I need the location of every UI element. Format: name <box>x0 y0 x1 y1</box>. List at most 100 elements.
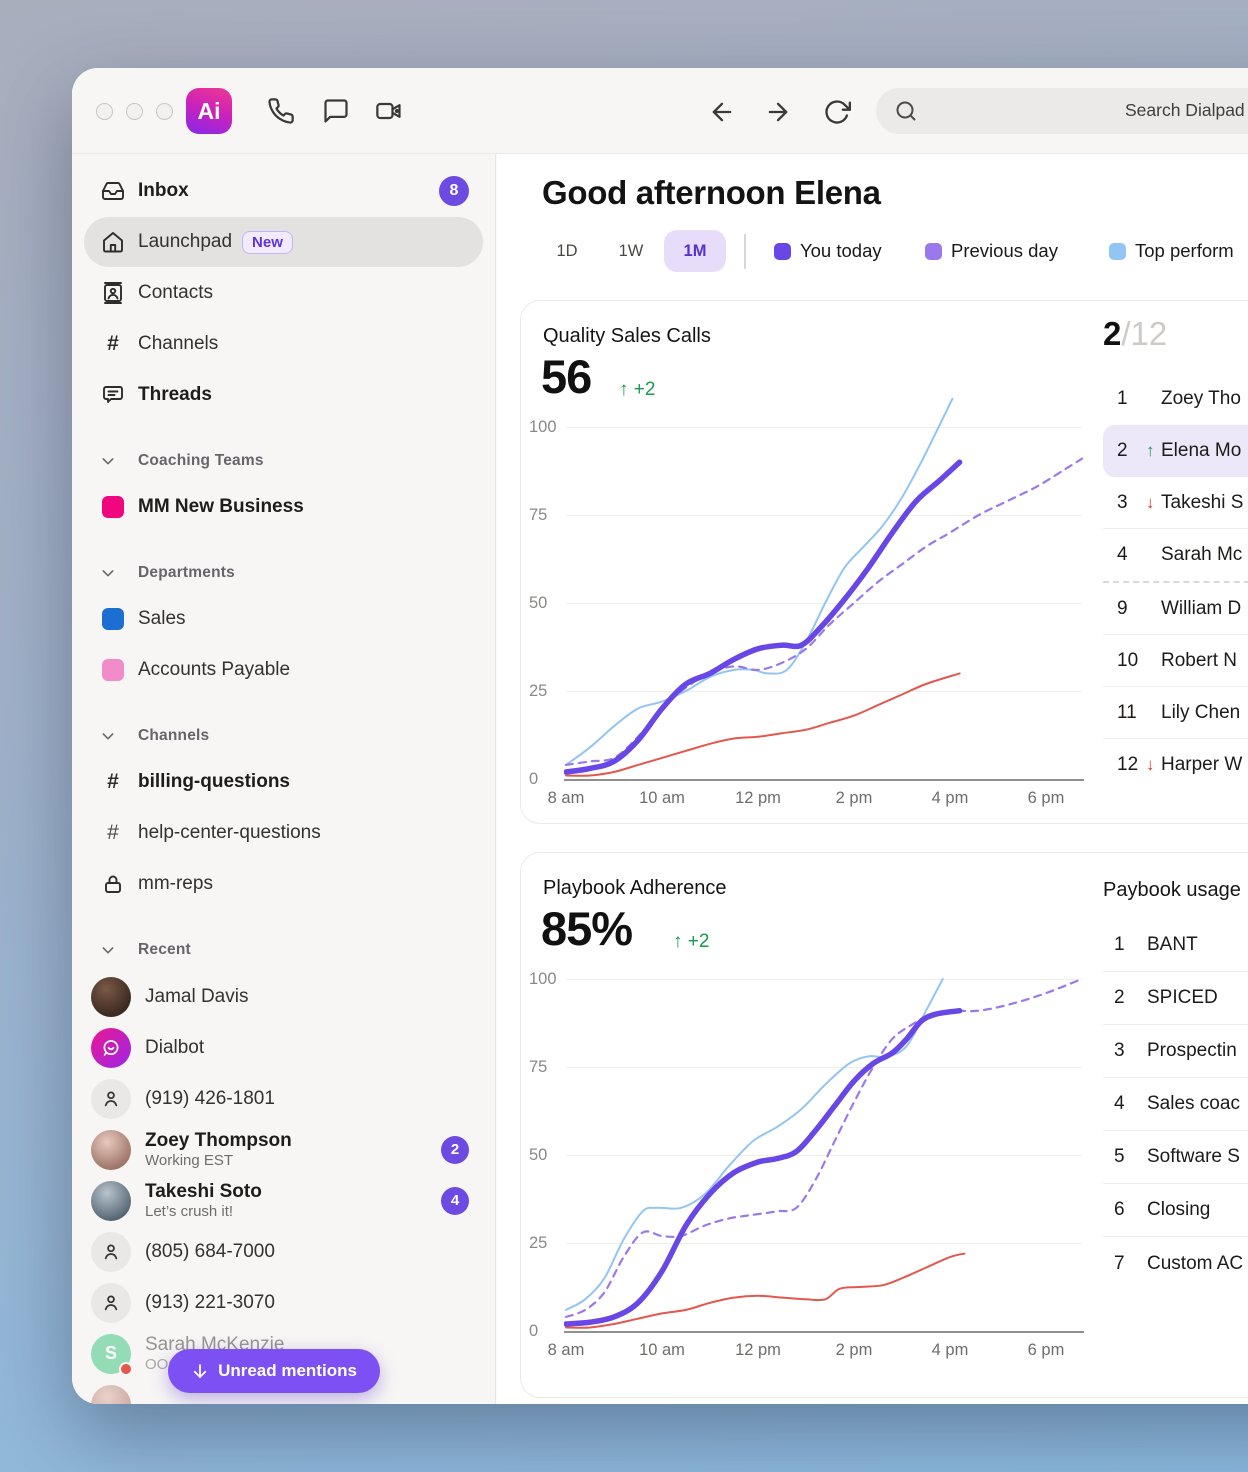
leaderboard-row[interactable]: 9 William D <box>1103 583 1248 635</box>
sidebar-item-label: Launchpad <box>138 231 233 252</box>
recent-item[interactable]: (919) 426-1801 <box>72 1073 495 1124</box>
forward-icon[interactable] <box>764 98 792 126</box>
team-color-swatch <box>100 606 126 632</box>
recent-item[interactable]: S Sarah McKenzie OOO <box>72 1328 495 1379</box>
usage-row[interactable]: 1 BANT <box>1103 919 1248 972</box>
range-button-1w[interactable]: 1W <box>618 242 644 260</box>
recent-item-status: Let’s crush it! <box>145 1202 234 1220</box>
arrow-down-icon: ↓ <box>1146 492 1155 512</box>
gridline <box>566 427 1082 428</box>
leaderboard-row[interactable]: 3 ↓ Takeshi S <box>1103 477 1248 529</box>
section-header-departments[interactable]: Departments <box>72 559 495 587</box>
recent-item[interactable] <box>72 1379 495 1404</box>
page-title: Good afternoon Elena <box>542 174 881 211</box>
avatar <box>91 1180 131 1221</box>
usage-name: Prospectin <box>1147 1040 1237 1061</box>
usage-row[interactable]: 2 SPICED <box>1103 972 1248 1025</box>
section-header-recent[interactable]: Recent <box>72 936 495 964</box>
usage-row[interactable]: 5 Software S <box>1103 1131 1248 1184</box>
leaderboard-panel: 2/12 1 Zoey Tho 2 ↑ Elena Mo 3 ↓ Takeshi S 4 Sarah… <box>1103 301 1248 823</box>
arrow-down-icon: ↓ <box>1146 755 1155 774</box>
usage-row[interactable]: 4 Sales coac <box>1103 1078 1248 1131</box>
leaderboard-row[interactable]: 10 Robert N <box>1103 635 1248 687</box>
leaderboard-rank: 2 <box>1117 440 1128 461</box>
leaderboard-row[interactable]: 12 ↓ Harper W <box>1103 739 1248 791</box>
sidebar-item-label: MM New Business <box>138 496 304 517</box>
usage-row[interactable]: 6 Closing <box>1103 1184 1248 1237</box>
sidebar-item-channels[interactable]: # Channels <box>72 319 495 369</box>
metric-value: 85% <box>541 902 633 955</box>
leaderboard-rank: 12 <box>1117 754 1139 775</box>
leaderboard-name: Zoey Tho <box>1161 388 1241 409</box>
sidebar-item-help-center-questions[interactable]: # help-center-questions <box>72 808 495 858</box>
section-header-coaching-teams[interactable]: Coaching Teams <box>72 447 495 475</box>
search-input[interactable]: Search Dialpad <box>876 88 1248 134</box>
leaderboard-row[interactable]: 1 Zoey Tho <box>1103 373 1248 425</box>
x-axis-tick-label: 2 pm <box>835 789 873 807</box>
leaderboard-rank: 11 <box>1117 701 1137 723</box>
sidebar-item-contacts[interactable]: Contacts <box>72 268 495 318</box>
x-axis-tick-label: 10 am <box>639 1341 685 1359</box>
recent-item-name: Jamal Davis <box>145 985 249 1007</box>
sidebar-item-inbox[interactable]: Inbox 8 <box>72 166 495 216</box>
usage-rank: 2 <box>1114 987 1125 1008</box>
refresh-icon[interactable] <box>823 98 851 126</box>
lock-icon <box>100 871 126 897</box>
dashed-divider <box>1103 581 1248 583</box>
divider <box>744 234 746 269</box>
sidebar-item-sales[interactable]: Sales <box>72 594 495 644</box>
recent-item[interactable]: Dialbot <box>72 1022 495 1073</box>
usage-rank: 1 <box>1114 934 1125 955</box>
sidebar-item-mm-reps[interactable]: mm-reps <box>72 859 495 909</box>
gridline <box>566 1243 1082 1244</box>
leaderboard-rank: 9 <box>1117 597 1128 619</box>
phone-icon[interactable] <box>267 97 295 125</box>
gridline <box>566 1067 1082 1068</box>
quality-sales-calls-card: Quality Sales Calls 56 ↑ +2 100 75 50 25 0 8 am 1… <box>520 300 1248 824</box>
chat-icon[interactable] <box>322 97 350 125</box>
maximize-window-icon[interactable] <box>156 103 173 120</box>
arrow-up-icon: ↑ <box>619 379 629 400</box>
contact-card-icon <box>100 280 126 306</box>
x-axis-tick-label: 12 pm <box>735 789 781 807</box>
usage-row[interactable]: 3 Prospectin <box>1103 1025 1248 1078</box>
video-icon[interactable] <box>375 97 403 125</box>
rank-current: 2 <box>1103 315 1122 352</box>
dialpad-ai-logo: Ai <box>186 88 232 134</box>
sidebar-item-label: mm-reps <box>138 873 213 894</box>
usage-rank: 6 <box>1114 1199 1125 1220</box>
series-line-unlabeled-red <box>565 672 961 777</box>
leaderboard-row[interactable]: 2 ↑ Elena Mo <box>1103 425 1248 477</box>
close-window-icon[interactable] <box>96 103 113 120</box>
usage-row[interactable]: 7 Custom AC <box>1103 1237 1248 1290</box>
section-header-channels[interactable]: Channels <box>72 722 495 750</box>
sidebar-item-launchpad[interactable]: Launchpad New <box>84 217 483 267</box>
main-content: Good afternoon Elena 1D 1W 1M You today Prev… <box>497 154 1248 1404</box>
minimize-window-icon[interactable] <box>126 103 143 120</box>
usage-panel-title: Paybook usage <box>1103 879 1241 901</box>
unread-mentions-button[interactable]: Unread mentions <box>168 1349 380 1393</box>
recent-item[interactable]: Takeshi Soto Let’s crush it! 4 <box>72 1175 495 1226</box>
sidebar-item-billing-questions[interactable]: # billing-questions <box>72 757 495 807</box>
sidebar-item-accounts-payable[interactable]: Accounts Payable <box>72 645 495 695</box>
range-button-1m[interactable]: 1M <box>664 230 726 272</box>
range-button-1d[interactable]: 1D <box>556 242 578 260</box>
threads-icon <box>100 382 126 408</box>
recent-item[interactable]: (913) 221-3070 <box>72 1277 495 1328</box>
sidebar-item-label: billing-questions <box>138 771 290 792</box>
quality-sales-calls-chart <box>564 397 1084 777</box>
back-icon[interactable] <box>708 98 736 126</box>
sidebar-item-mm-new-business[interactable]: MM New Business <box>72 482 495 532</box>
sidebar-item-threads[interactable]: Threads <box>72 370 495 420</box>
leaderboard-row[interactable]: 11 Lily Chen <box>1103 687 1248 739</box>
recent-item[interactable]: (805) 684-7000 <box>72 1226 495 1277</box>
y-axis-tick-label: 25 <box>529 1234 548 1252</box>
leaderboard-row[interactable]: 4 Sarah Mc <box>1103 529 1248 581</box>
recent-item[interactable]: Zoey Thompson Working EST 2 <box>72 1124 495 1175</box>
recent-item-status: Working EST <box>145 1151 234 1169</box>
traffic-lights[interactable] <box>96 103 173 120</box>
arrow-up-icon: ↑ <box>673 931 683 952</box>
recent-item[interactable]: Jamal Davis <box>72 971 495 1022</box>
usage-rank: 7 <box>1114 1252 1125 1274</box>
gridline <box>566 515 1082 516</box>
